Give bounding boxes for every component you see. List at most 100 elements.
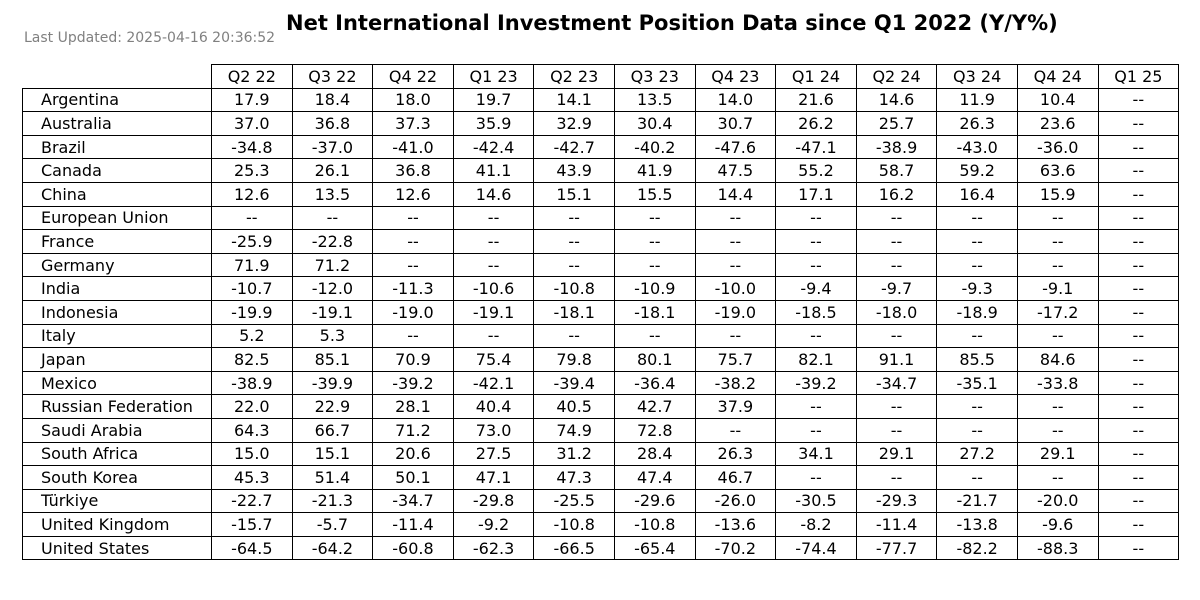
table-cell: -- <box>936 205 1018 231</box>
table-cell: -9.6 <box>1016 512 1099 537</box>
table-cell: -18.9 <box>936 299 1018 325</box>
row-label: Mexico <box>22 370 212 396</box>
table-row: Mexico -38.9 -39.9 -39.2 -42.1 -39.4 -36.4 -38.… <box>22 370 1180 396</box>
table-cell: 37.3 <box>372 111 454 136</box>
table-cell: -- <box>533 229 615 254</box>
row-label: Saudi Arabia <box>22 417 212 443</box>
table-cell: 22.9 <box>291 394 374 419</box>
table-cell: 27.5 <box>452 441 535 467</box>
table-cell: 50.1 <box>372 465 454 490</box>
table-cell: 36.8 <box>372 158 454 183</box>
table-header-row: Q2 22 Q3 22 Q4 22 Q1 23 Q2 23 Q3 23 Q4 23 Q1 24… <box>23 64 1180 89</box>
table-cell: -10.0 <box>694 276 777 301</box>
table-cell: -34.7 <box>855 370 938 396</box>
table-cell: 46.7 <box>694 465 777 490</box>
table-cell: 84.6 <box>1016 347 1099 372</box>
table-cell: -39.9 <box>291 370 374 396</box>
table-cell: 16.2 <box>855 181 938 207</box>
column-header: Q1 23 <box>452 64 535 89</box>
table-cell: -- <box>855 323 938 349</box>
table-cell: 85.1 <box>291 347 374 372</box>
table-cell: -- <box>775 252 857 278</box>
table-cell: -- <box>936 229 1018 254</box>
table-cell: -- <box>936 417 1018 443</box>
table-cell: -35.1 <box>936 370 1018 396</box>
table-cell: -62.3 <box>452 535 535 561</box>
table-cell: -- <box>1016 252 1099 278</box>
table-cell: -39.2 <box>775 370 857 396</box>
table-cell: -- <box>613 252 696 278</box>
table-cell: 28.1 <box>372 394 454 419</box>
table-cell: 43.9 <box>533 158 615 183</box>
table-cell: 82.5 <box>211 347 293 372</box>
table-cell: -- <box>613 205 696 231</box>
table-cell: 26.3 <box>936 111 1018 136</box>
table-cell: -- <box>775 205 857 231</box>
table-cell: -- <box>1097 488 1180 514</box>
table-cell: -- <box>1097 417 1180 443</box>
table-cell: 19.7 <box>452 87 535 113</box>
column-header: Q4 23 <box>694 64 777 89</box>
table-cell: -- <box>1097 87 1180 113</box>
table-cell: -- <box>1097 441 1180 467</box>
table-cell: 34.1 <box>775 441 857 467</box>
table-cell: -- <box>775 394 857 419</box>
row-label: Argentina <box>22 87 212 113</box>
table-cell: -64.5 <box>211 535 293 561</box>
table-row: Saudi Arabia 64.3 66.7 71.2 73.0 74.9 72.8 -- --… <box>22 417 1180 443</box>
table-cell: -9.1 <box>1016 276 1099 301</box>
table-cell: -12.0 <box>291 276 374 301</box>
row-label: Germany <box>22 252 212 278</box>
table-cell: -42.1 <box>452 370 535 396</box>
table-cell: -- <box>936 323 1018 349</box>
table-cell: 14.1 <box>533 87 615 113</box>
table-row: Canada 25.3 26.1 36.8 41.1 43.9 41.9 47.5 55.2 58… <box>22 158 1180 183</box>
table-cell: -10.7 <box>211 276 293 301</box>
table-cell: -8.2 <box>775 512 857 537</box>
table-cell: -- <box>694 229 777 254</box>
table-cell: -- <box>452 229 535 254</box>
table-cell: 27.2 <box>936 441 1018 467</box>
table-cell: -17.2 <box>1016 299 1099 325</box>
column-header: Q1 24 <box>775 64 857 89</box>
table-cell: -- <box>1097 394 1180 419</box>
table-cell: -- <box>855 252 938 278</box>
table-cell: -- <box>372 229 454 254</box>
table-cell: -- <box>694 205 777 231</box>
table-row: South Korea 45.3 51.4 50.1 47.1 47.3 47.4 46.7-… <box>22 465 1180 490</box>
table-cell: -- <box>372 323 454 349</box>
table-cell: 66.7 <box>291 417 374 443</box>
table-row: Brazil -34.8 -37.0 -41.0 -42.4 -42.7 -40.2 -47.… <box>22 134 1180 160</box>
table-cell: -- <box>775 465 857 490</box>
table-cell: -- <box>936 465 1018 490</box>
table-cell: -77.7 <box>855 535 938 561</box>
table-cell: -- <box>1097 276 1180 301</box>
table-cell: -19.1 <box>452 299 535 325</box>
table-cell: 14.0 <box>694 87 777 113</box>
table-cell: -10.8 <box>533 512 615 537</box>
table-cell: -38.9 <box>855 134 938 160</box>
table-cell: -18.0 <box>855 299 938 325</box>
table-cell: 71.9 <box>211 252 293 278</box>
table-cell: -- <box>1097 252 1180 278</box>
table-row: Russian Federation 22.0 22.9 28.1 40.4 40.5 42… <box>22 394 1180 419</box>
table-cell: -10.8 <box>613 512 696 537</box>
table-cell: -- <box>855 205 938 231</box>
table-cell: -15.7 <box>211 512 293 537</box>
table-cell: 30.4 <box>613 111 696 136</box>
table-cell: -29.6 <box>613 488 696 514</box>
table-cell: 32.9 <box>533 111 615 136</box>
table-cell: -11.4 <box>372 512 454 537</box>
table-cell: 58.7 <box>855 158 938 183</box>
table-cell: -- <box>613 323 696 349</box>
table-cell: -- <box>855 394 938 419</box>
table-corner-cell <box>23 65 212 89</box>
column-header: Q4 22 <box>372 64 454 89</box>
table-cell: -70.2 <box>694 535 777 561</box>
table-cell: -29.3 <box>855 488 938 514</box>
table-cell: -- <box>1097 299 1180 325</box>
table-cell: 73.0 <box>452 417 535 443</box>
chart-title: Net International Investment Position Da… <box>286 11 1058 35</box>
row-label: Australia <box>22 111 212 136</box>
table-cell: -- <box>1097 323 1180 349</box>
